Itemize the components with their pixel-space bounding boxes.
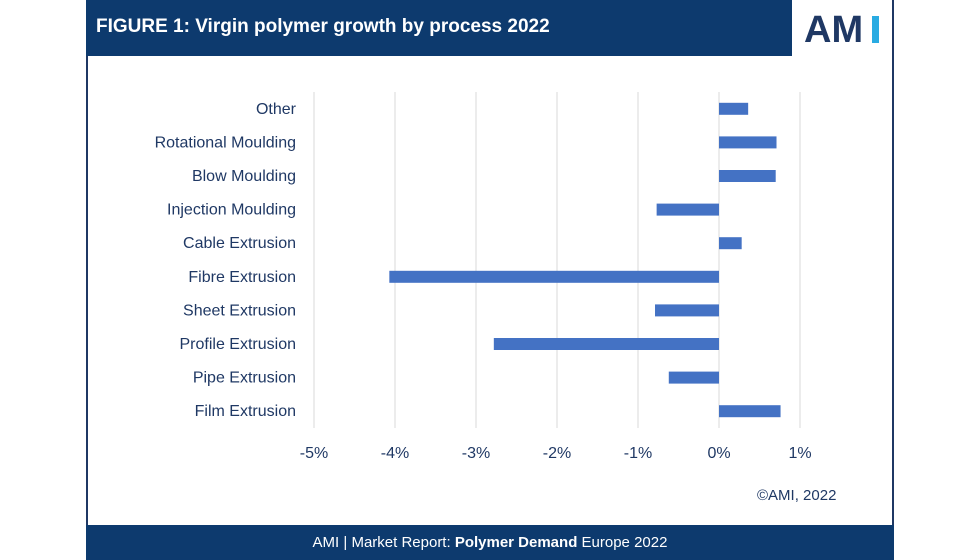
category-label: Blow Moulding [192,168,296,185]
header-bar: FIGURE 1: Virgin polymer growth by proce… [86,0,792,56]
bar-film-extrusion [719,405,781,418]
figure-frame [86,0,894,560]
bar-cable-extrusion [719,237,742,250]
figure-title: FIGURE 1: Virgin polymer growth by proce… [96,16,550,37]
x-tick-label: 1% [788,445,811,462]
x-tick-label: -3% [462,445,490,462]
category-label: Injection Moulding [167,202,296,219]
svg-text:AM: AM [804,10,863,46]
x-tick-label: 0% [707,445,730,462]
x-tick-label: -4% [381,445,409,462]
footer-bar: AMI | Market Report: Polymer Demand Euro… [86,525,894,560]
category-label: Fibre Extrusion [188,269,296,286]
bar-rotational-moulding [719,136,777,149]
bar-other [719,102,749,115]
x-tick-label: -5% [300,445,328,462]
footer-prefix: AMI | Market Report: [312,534,455,551]
bar-injection-moulding [656,203,719,216]
footer-report-name: Polymer Demand [454,534,578,551]
bar-blow-moulding [719,170,776,182]
copyright: ©AMI, 2022 [757,487,837,504]
category-label: Pipe Extrusion [193,370,296,387]
category-label: Rotational Moulding [155,134,296,151]
x-tick-label: -2% [543,445,571,462]
bar-sheet-extrusion [655,304,719,317]
category-label: Other [256,101,297,118]
category-label: Film Extrusion [195,403,296,420]
category-label: Profile Extrusion [180,336,297,353]
x-tick-label: -1% [624,445,652,462]
bar-profile-extrusion [493,338,719,350]
category-label: Sheet Extrusion [183,302,296,319]
ami-logo: AM [792,0,894,56]
category-label: Cable Extrusion [183,235,296,252]
bar-pipe-extrusion [668,371,719,384]
bar-fibre-extrusion [389,270,719,283]
footer-suffix: Europe 2022 [577,534,668,551]
